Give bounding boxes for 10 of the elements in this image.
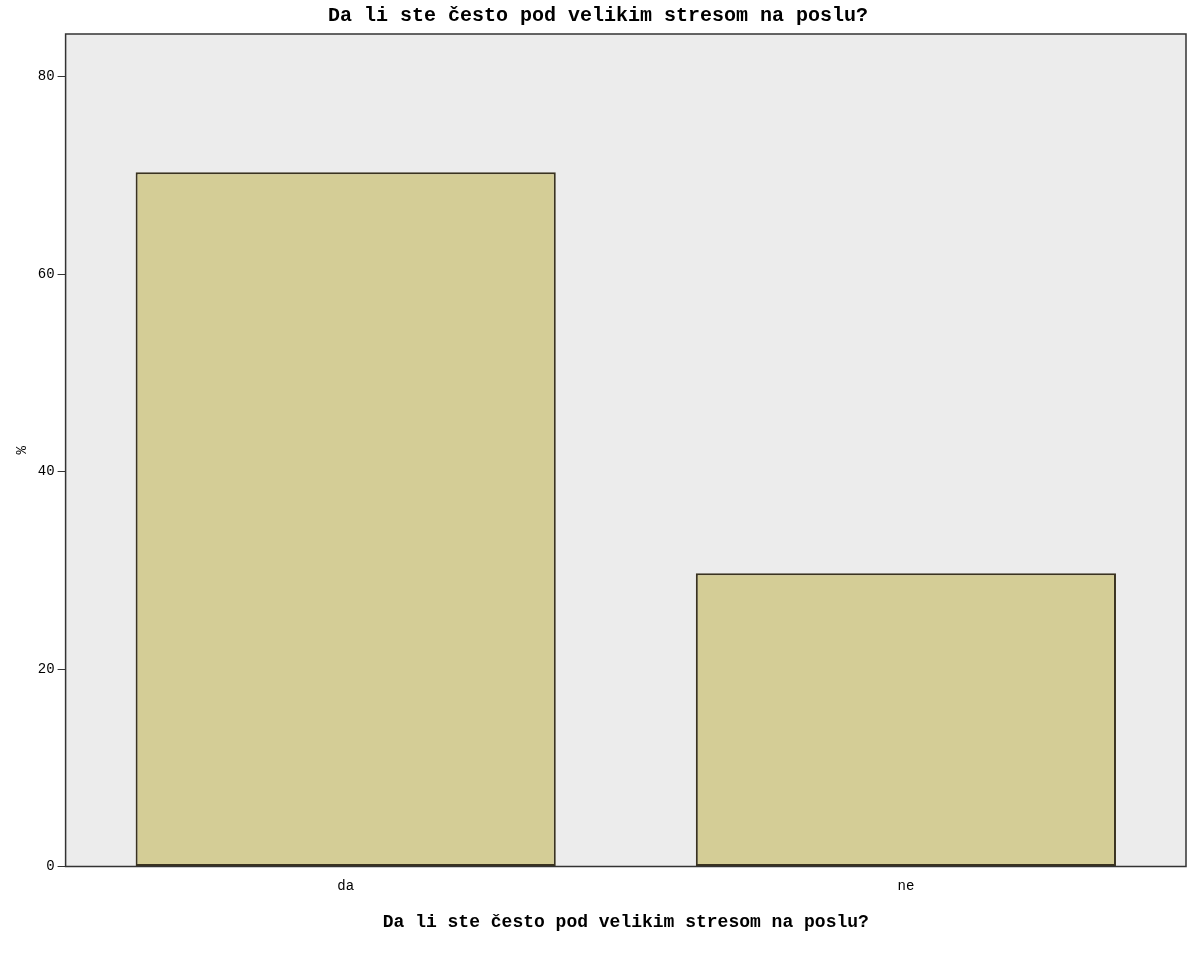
y-axis-title: % [14, 445, 31, 455]
x-tick-label: da [337, 877, 355, 894]
x-axis-title: Da li ste često pod velikim stresom na poslu? [382, 911, 869, 932]
x-tick-label: ne [897, 877, 915, 894]
y-tick-label: 0 [46, 858, 55, 875]
y-tick-label: 60 [37, 265, 55, 282]
chart-title: Da li ste često pod velikim stresom na poslu? [327, 4, 869, 28]
y-tick-label: 40 [37, 463, 55, 480]
y-tick-label: 20 [37, 660, 55, 677]
y-tick-label: 80 [37, 68, 55, 85]
